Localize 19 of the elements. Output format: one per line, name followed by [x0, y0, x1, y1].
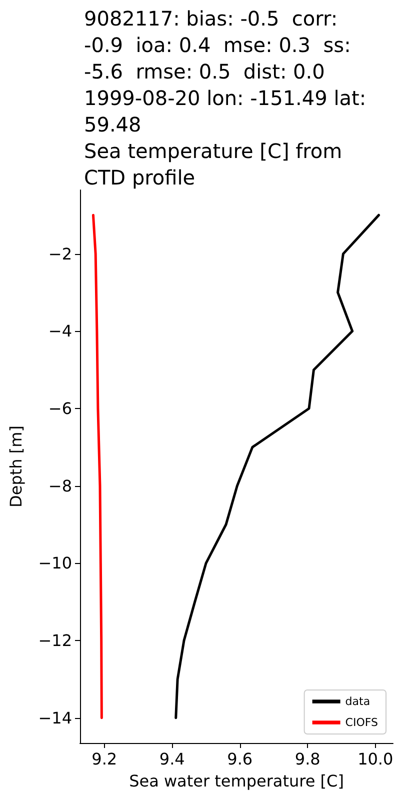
x-tick-label: 9.8	[294, 750, 320, 768]
x-tick-label: 9.4	[159, 750, 185, 768]
y-axis-title: Depth [m]	[6, 426, 26, 508]
legend-label: CIOFS	[345, 716, 378, 729]
line-series	[92, 214, 103, 720]
y-tick-label: −14	[38, 708, 72, 728]
y-tick-label: −4	[48, 322, 72, 341]
y-tick-label: −8	[48, 476, 72, 496]
x-tick-label: 10.0	[358, 750, 394, 768]
y-tick-label: −12	[38, 631, 72, 650]
x-tick-label: 9.6	[227, 750, 253, 768]
y-tick-label: −6	[48, 398, 72, 418]
y-tick-label: −2	[48, 244, 72, 264]
x-tick-label: 9.2	[92, 750, 118, 768]
legend-label: data	[345, 695, 370, 708]
line-series	[174, 214, 380, 720]
chart-title: 9082117: bias: -0.5 corr: -0.9 ioa: 0.4 mse: 0.3 ss: -5.6 rmse: 0.5 dist: 0.0 1999-08-20 lon: -151.49 lat: 59.48 Sea temperature [C] from CTD profile	[84, 6, 366, 190]
x-axis-title: Sea water temperature [C]	[129, 772, 344, 790]
y-tick-label: −10	[38, 554, 72, 573]
